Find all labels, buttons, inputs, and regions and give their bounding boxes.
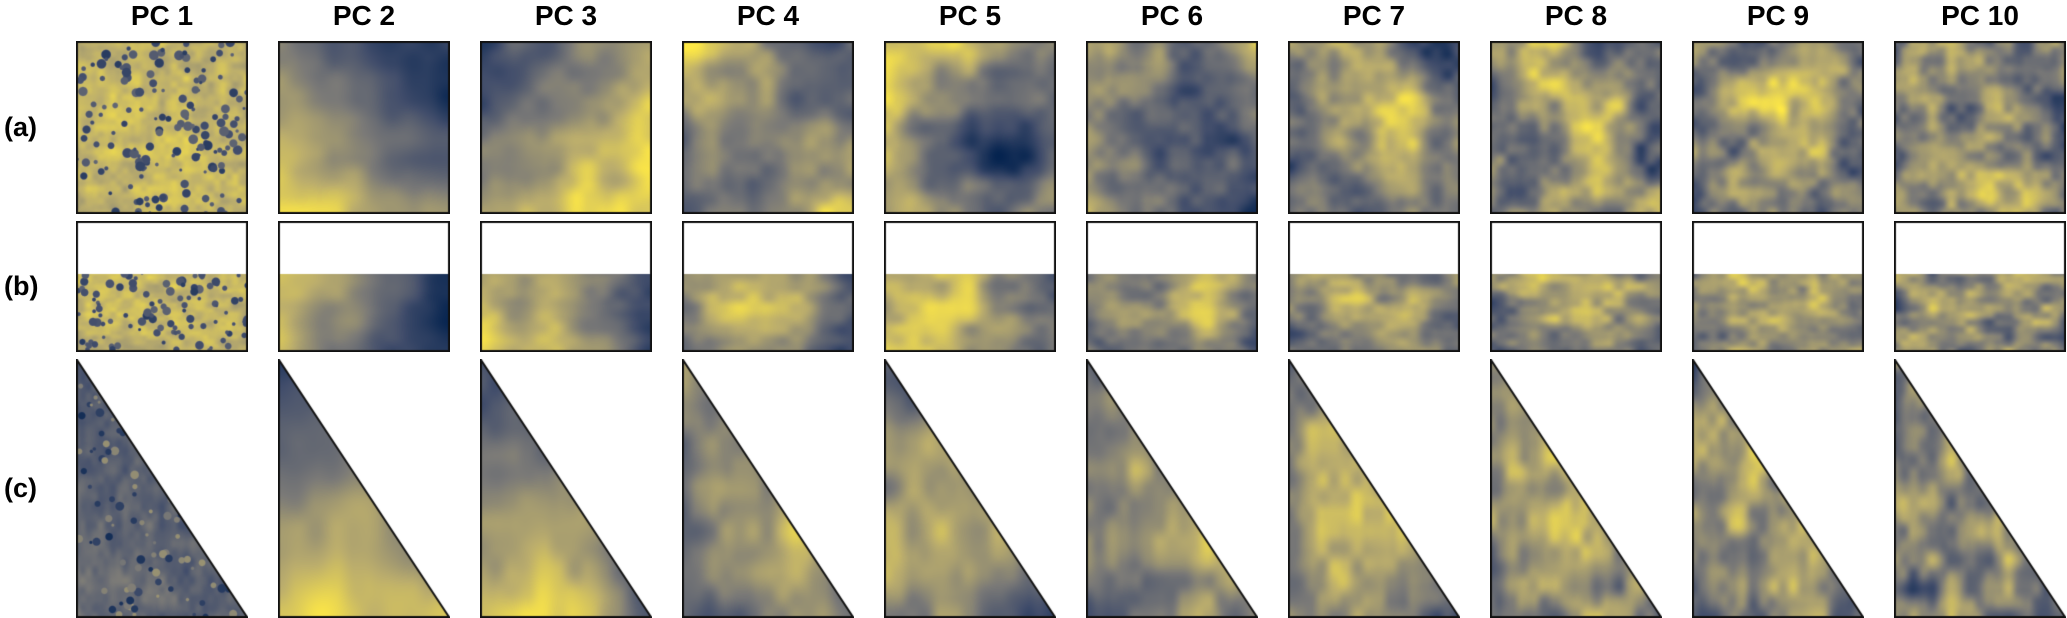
panel-b-pc5	[884, 221, 1056, 352]
row-label-b: (b)	[4, 271, 39, 301]
column-header-pc3: PC 3	[534, 0, 598, 31]
row-label-a: (a)	[4, 112, 37, 142]
column-header-pc9: PC 9	[1746, 0, 1810, 31]
column-header-pc6: PC 6	[1140, 0, 1204, 31]
panel-c-pc9	[1692, 359, 1864, 618]
panel-c-pc5	[884, 359, 1056, 618]
panel-b-pc4	[682, 221, 854, 352]
panel-b-pc9	[1692, 221, 1864, 352]
column-header-pc4: PC 4	[736, 0, 800, 31]
panel-b-pc10	[1894, 221, 2066, 352]
panel-c-pc7	[1288, 359, 1460, 618]
panel-a-pc8	[1490, 41, 1662, 214]
corner-spacer	[0, 0, 46, 34]
row-label-c: (c)	[4, 473, 37, 503]
column-header-pc7: PC 7	[1342, 0, 1406, 31]
panel-c-pc10	[1894, 359, 2066, 618]
panel-b-pc8	[1490, 221, 1662, 352]
panel-b-pc1	[76, 221, 248, 352]
panel-a-pc7	[1288, 41, 1460, 214]
panel-c-pc6	[1086, 359, 1258, 618]
panel-c-pc2	[278, 359, 450, 618]
column-header-pc10: PC 10	[1941, 0, 2019, 31]
panel-a-pc5	[884, 41, 1056, 214]
panel-b-pc2	[278, 221, 450, 352]
panel-c-pc4	[682, 359, 854, 618]
panel-c-pc1	[76, 359, 248, 618]
panel-a-pc3	[480, 41, 652, 214]
panel-a-pc9	[1692, 41, 1864, 214]
column-header-pc5: PC 5	[938, 0, 1002, 31]
panel-a-pc2	[278, 41, 450, 214]
panel-a-pc6	[1086, 41, 1258, 214]
panel-a-pc10	[1894, 41, 2066, 214]
column-header-pc8: PC 8	[1544, 0, 1608, 31]
panel-a-pc1	[76, 41, 248, 214]
column-header-pc1: PC 1	[130, 0, 194, 31]
panel-b-pc6	[1086, 221, 1258, 352]
column-header-pc2: PC 2	[332, 0, 396, 31]
panel-a-pc4	[682, 41, 854, 214]
panel-c-pc3	[480, 359, 652, 618]
panel-b-pc7	[1288, 221, 1460, 352]
panel-c-pc8	[1490, 359, 1662, 618]
panel-b-pc3	[480, 221, 652, 352]
